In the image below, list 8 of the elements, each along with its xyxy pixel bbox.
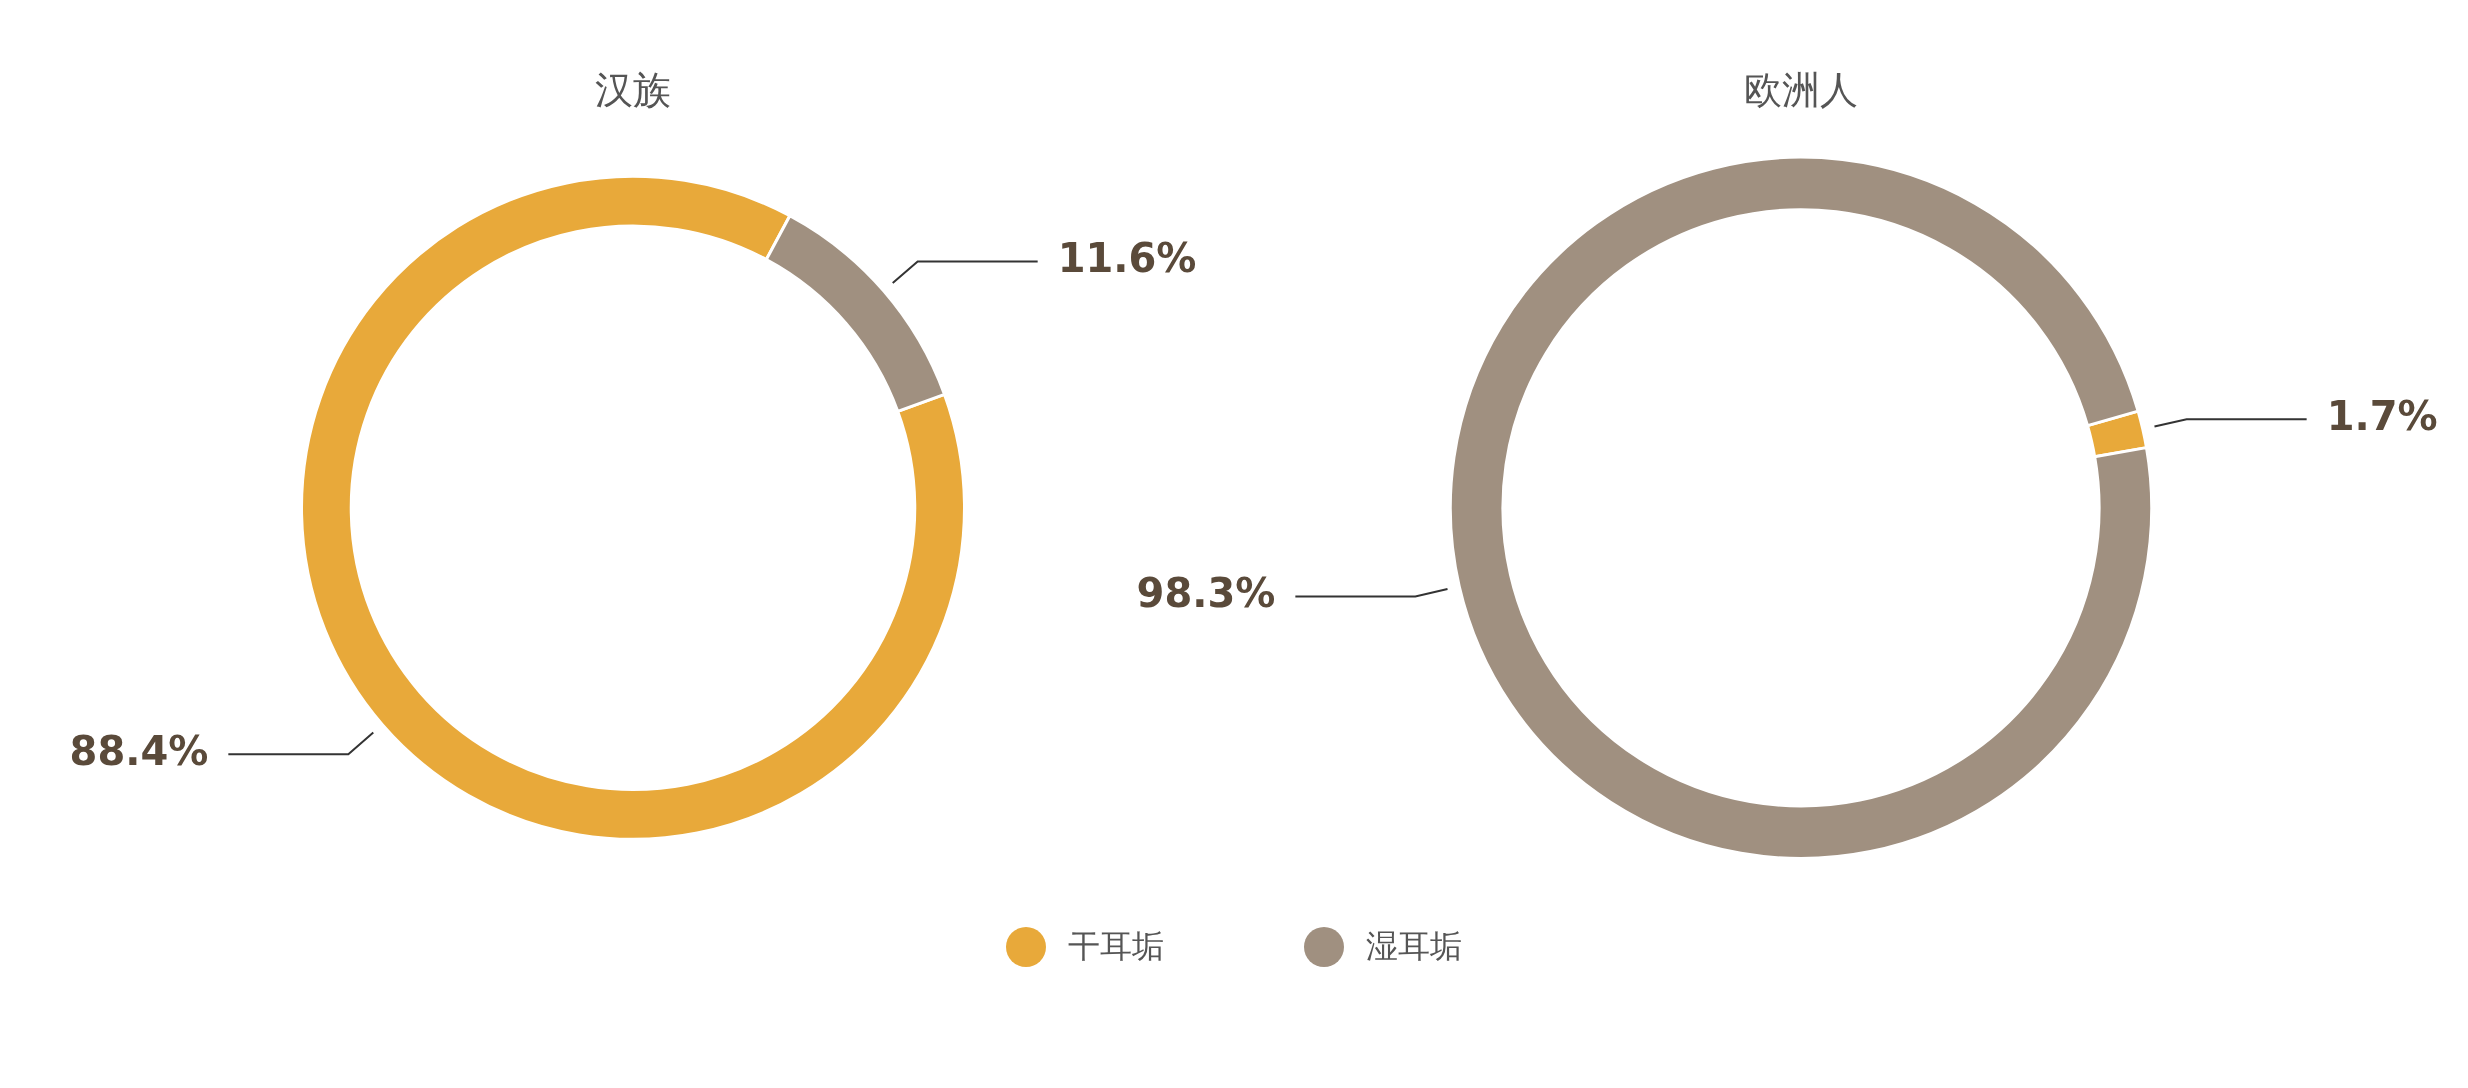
data-label: 98.3%: [1136, 569, 1276, 616]
legend-label: 湿耳垢: [1366, 926, 1462, 967]
legend-label: 干耳垢: [1068, 926, 1164, 967]
chart-title: 欧洲人: [1744, 67, 1858, 112]
chart-title: 汉族: [595, 67, 671, 112]
data-label: 11.6%: [1057, 234, 1197, 281]
data-label: 88.4%: [69, 727, 209, 774]
data-label: 1.7%: [2326, 392, 2438, 439]
